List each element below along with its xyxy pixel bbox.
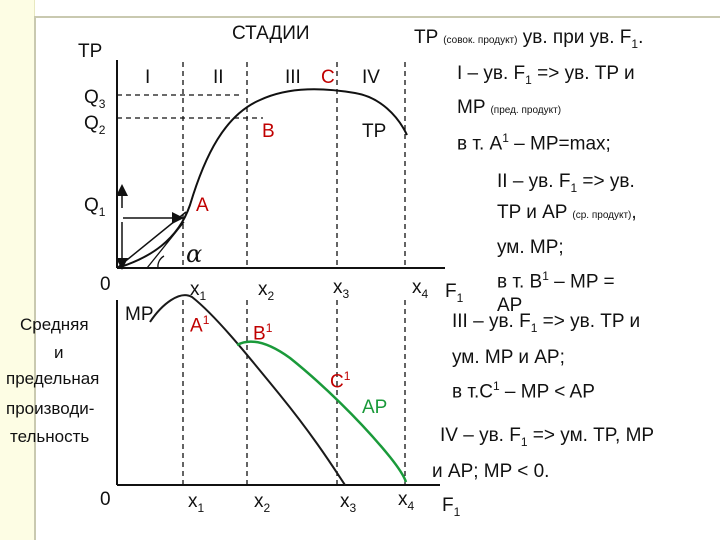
ray-to-a [116,211,187,269]
point-a-label: A [196,195,209,216]
bottom-x-tick-2: x2 [254,491,271,515]
q1-label: Q1 [84,195,106,219]
bottom-x-tick-3: x3 [340,491,357,515]
tp-curve-label: TP [362,121,387,142]
stage1-line2: MP (пред. продукт) [457,97,562,118]
stage3-line3: в т.C1 – MP < AP [452,379,595,403]
stage-label-1: I [145,67,151,88]
bottom-origin-label: 0 [100,489,111,510]
stage1-line3: в т. A1 – MP=max; [457,131,611,155]
tp-x-axis-label: F1 [445,281,464,305]
top-rule-line [34,16,720,18]
q2-label: Q2 [84,113,106,137]
stage3-line1: III – ув. F1 => ув. TP и [452,311,641,335]
point-c-label: C [321,67,335,88]
tp-axis-label: TP [78,41,103,62]
point-c1-label: C1 [330,369,351,393]
q3-label: Q3 [84,87,106,111]
stage4-line1: IV – ув. F1 => ум. TP, MP [440,425,655,449]
notes-header: TP (совок. продукт) ув. при ув. F1. [414,27,644,51]
bottom-x-tick-4: x4 [398,489,415,513]
stage2-line2: TP и AP (ср. продукт), [497,202,637,223]
bottom-y-label-1: Средняя [20,315,89,334]
stage4-line2: и AP; MP < 0. [432,461,550,482]
stage2-line4: в т. B1 – MP = [497,269,615,293]
stage3-line2: ум. MP и AP; [452,347,565,368]
tp-x-tick-2: x2 [258,279,275,303]
stage2-line5: AP [497,295,523,316]
stage-label-2: II [213,67,224,88]
bottom-y-label-3: предельная [6,369,100,388]
bottom-y-label-2: и [54,343,64,362]
tp-x-tick-1: x1 [190,279,207,303]
stage-label-4: IV [362,67,380,88]
bottom-y-label-4: производи- [6,399,95,418]
ap-curve [236,340,408,483]
point-b1-label: B1 [253,321,273,345]
stage2-line1: II – ув. F1 => ув. [497,171,635,195]
bottom-x-axis-label: F1 [442,495,461,519]
angle-arc [157,255,165,269]
tp-x-tick-3: x3 [333,277,350,301]
mp-curve [149,294,346,486]
stage-label-3: III [285,67,301,88]
mp-label: MP [125,304,154,325]
tp-x-tick-4: x4 [412,277,429,301]
stage1-line1: I – ув. F1 => ув. TP и [457,63,635,87]
tp-origin-label: 0 [100,274,111,295]
bottom-x-tick-1: x1 [188,491,205,515]
tp-curve [116,88,408,269]
ap-label: AP [362,397,388,418]
point-a1-label: A1 [190,313,210,337]
tangent-line [146,221,185,269]
diagram-title: СТАДИИ [232,23,310,44]
left-rule-line [34,16,36,540]
alpha-symbol: α [186,240,203,268]
point-b-label: B [262,121,275,142]
stage2-line3: ум. MP; [497,237,564,258]
bottom-y-label-5: тельность [10,427,90,446]
